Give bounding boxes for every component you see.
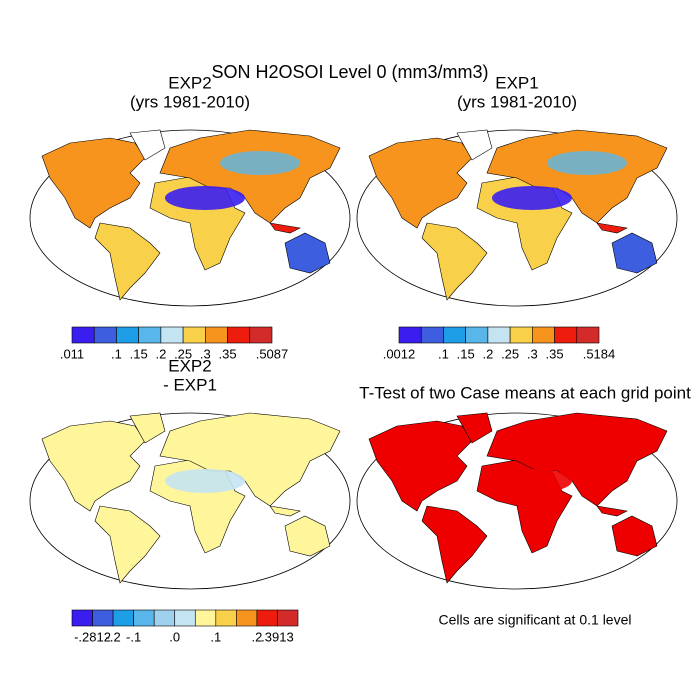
colorbar-box <box>443 326 466 344</box>
colorbar-box <box>256 609 278 627</box>
landmass <box>94 505 161 584</box>
colorbar-box <box>487 326 511 344</box>
colorbar-box <box>205 326 228 344</box>
landmass <box>596 505 628 517</box>
panel-title: EXP2 <box>168 73 211 92</box>
desert-region <box>165 469 245 493</box>
colorbar-box <box>92 609 114 627</box>
colorbar-label: .2 <box>482 346 493 361</box>
colorbar-box <box>465 326 489 344</box>
landmass <box>421 222 488 301</box>
panel-title: (yrs 1981-2010) <box>130 92 250 111</box>
siberia-region <box>547 151 627 175</box>
colorbar-box <box>420 326 444 344</box>
landmass <box>41 420 146 512</box>
colorbar-box <box>160 326 184 344</box>
landmass <box>269 222 301 234</box>
colorbar-label: .35 <box>546 346 564 361</box>
landmass <box>611 515 658 557</box>
colorbar-label: .15 <box>130 346 148 361</box>
colorbar-box <box>277 609 299 627</box>
panel-title: EXP2 <box>168 356 211 375</box>
colorbar-box <box>194 609 217 627</box>
siberia-region <box>220 151 300 175</box>
colorbar-label: .3 <box>200 346 211 361</box>
colorbar-box <box>116 326 139 344</box>
colorbar-label: .3913 <box>261 629 294 644</box>
desert-region <box>492 186 572 210</box>
colorbar-box <box>133 609 155 627</box>
colorbar-label: -.2812 <box>74 629 111 644</box>
colorbar-label: .2 <box>155 346 166 361</box>
colorbar-box <box>236 609 258 627</box>
map <box>356 412 678 590</box>
panel-title: T-Test of two Case means at each grid po… <box>359 383 691 402</box>
desert-region <box>492 469 572 493</box>
colorbar-box <box>215 609 237 627</box>
panel-title: EXP1 <box>495 73 538 92</box>
colorbar-box <box>576 326 600 344</box>
colorbar-box <box>93 326 117 344</box>
colorbar-label: .2 <box>251 629 262 644</box>
map <box>356 129 678 307</box>
panel-title: (yrs 1981-2010) <box>457 92 577 111</box>
colorbar-box <box>112 609 134 627</box>
panel-note: Cells are significant at 0.1 level <box>439 612 632 628</box>
colorbar-label: -.2 <box>106 629 121 644</box>
landmass <box>284 515 331 557</box>
colorbar-label: .5087 <box>256 346 289 361</box>
figure-title: SON H2OSOI Level 0 (mm3/mm3) <box>211 62 488 82</box>
colorbar-label: .25 <box>174 346 192 361</box>
colorbar-label: .0012 <box>383 346 416 361</box>
colorbar-label: .011 <box>60 346 84 361</box>
landmass <box>368 420 473 512</box>
landmass <box>611 232 658 274</box>
landmass <box>269 505 301 517</box>
colorbar-box <box>174 609 196 627</box>
colorbar-box <box>509 326 533 344</box>
colorbar-box <box>182 326 206 344</box>
desert-region <box>165 186 245 210</box>
landmass <box>456 412 493 444</box>
colorbar-label: .35 <box>219 346 237 361</box>
colorbar-box <box>138 326 162 344</box>
colorbar-box <box>227 326 251 344</box>
colorbar-label: -.1 <box>126 629 141 644</box>
colorbar-label: .25 <box>501 346 519 361</box>
landmass <box>41 137 146 229</box>
colorbar-label: .5184 <box>583 346 616 361</box>
landmass <box>129 412 166 444</box>
colorbar-label: .1 <box>111 346 122 361</box>
colorbar-box <box>71 326 95 344</box>
landmass <box>94 222 161 301</box>
colorbar-label: .1 <box>210 629 221 644</box>
landmass <box>129 129 166 161</box>
colorbar-box <box>153 609 176 627</box>
colorbar-box <box>249 326 273 344</box>
landmass <box>284 232 331 274</box>
colorbar-label: .15 <box>457 346 475 361</box>
colorbar-label: .1 <box>438 346 449 361</box>
landmass <box>368 137 473 229</box>
map <box>29 412 351 590</box>
map <box>29 129 351 307</box>
landmass <box>421 505 488 584</box>
colorbar-box <box>532 326 555 344</box>
landmass <box>456 129 493 161</box>
colorbar-box <box>554 326 578 344</box>
colorbar-label: .0 <box>169 629 180 644</box>
panel-title: - EXP1 <box>163 375 217 394</box>
colorbar-box <box>398 326 422 344</box>
colorbar-label: .3 <box>527 346 538 361</box>
landmass <box>596 222 628 234</box>
colorbar-box <box>71 609 93 627</box>
